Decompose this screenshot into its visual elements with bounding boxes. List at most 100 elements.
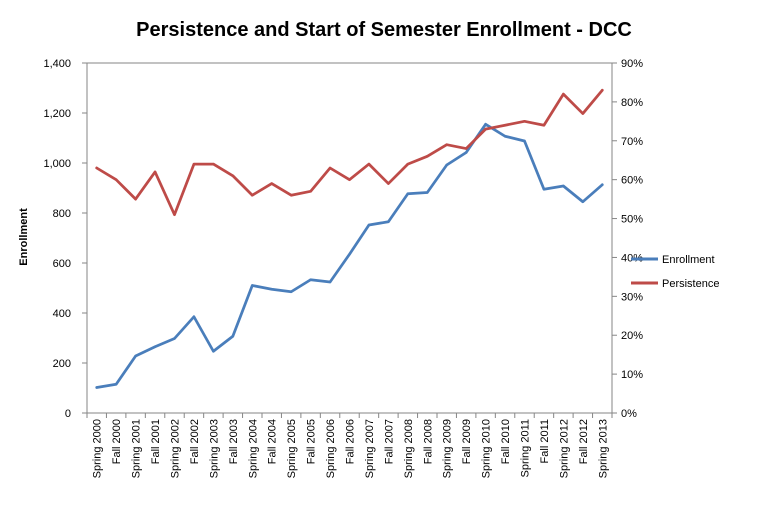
- data-point-persistence: [328, 166, 332, 170]
- data-point-enrollment: [445, 163, 448, 167]
- data-point-persistence: [445, 143, 448, 146]
- data-point-enrollment: [562, 184, 565, 188]
- legend: Enrollment Persistence: [631, 254, 719, 290]
- data-point-enrollment: [581, 200, 585, 203]
- data-point-persistence: [270, 182, 273, 185]
- x-axis-tick-label: Fall 2011: [539, 419, 551, 463]
- x-axis-tick-label: Fall 2009: [461, 419, 473, 464]
- series-line-persistence: [95, 88, 604, 217]
- data-point-persistence: [173, 213, 176, 216]
- data-point-enrollment: [173, 337, 176, 340]
- data-point-persistence: [192, 162, 196, 166]
- data-point-persistence: [426, 155, 429, 158]
- data-point-persistence: [212, 162, 215, 166]
- data-point-persistence: [153, 170, 157, 174]
- right-axis-tick-label: 60%: [621, 175, 643, 187]
- data-point-enrollment: [251, 284, 254, 287]
- plot-border: [86, 62, 613, 414]
- data-point-enrollment: [309, 278, 312, 281]
- left-axis-tick-label: 0: [65, 408, 71, 420]
- data-point-persistence: [114, 178, 118, 181]
- data-point-persistence: [387, 182, 390, 185]
- x-axis-tick-label: Fall 2004: [267, 419, 279, 464]
- x-axis-tick-label: Fall 2008: [422, 419, 434, 464]
- x-axis-tick-label: Fall 2001: [150, 419, 162, 464]
- data-point-enrollment: [367, 223, 371, 227]
- x-axis-tick-label: Fall 2010: [500, 419, 512, 464]
- x-axis-tick-label: Spring 2005: [286, 419, 298, 478]
- right-axis-tick-label: 50%: [621, 214, 643, 226]
- data-point-persistence: [562, 92, 565, 96]
- series-line-enrollment: [95, 122, 604, 389]
- x-axis-tick-label: Spring 2006: [325, 419, 337, 478]
- data-point-enrollment: [270, 288, 273, 291]
- x-axis-tick-label: Fall 2005: [306, 419, 318, 464]
- data-point-persistence: [309, 190, 312, 193]
- data-point-enrollment: [114, 383, 118, 386]
- data-point-enrollment: [95, 386, 98, 389]
- data-point-persistence: [406, 162, 410, 166]
- right-axis-tick-label: 30%: [621, 291, 643, 303]
- data-point-persistence: [289, 194, 293, 197]
- data-point-persistence: [348, 178, 351, 181]
- right-axis-tick-label: 0%: [621, 408, 637, 420]
- right-axis-tick-label: 10%: [621, 369, 643, 381]
- left-axis-tick-label: 200: [53, 358, 71, 370]
- left-axis-tick-label: 1,000: [43, 158, 71, 170]
- data-point-persistence: [251, 194, 254, 197]
- left-axis-tick-label: 600: [53, 258, 71, 270]
- data-point-persistence: [581, 112, 585, 115]
- x-axis-tick-label: Spring 2009: [442, 419, 454, 478]
- x-axis-tick-label: Spring 2000: [92, 419, 104, 478]
- data-point-enrollment: [601, 183, 604, 186]
- data-point-persistence: [484, 127, 487, 131]
- y-axis-label: Enrollment: [18, 208, 30, 266]
- legend-label-enrollment: Enrollment: [662, 254, 715, 266]
- left-axis-tick-label: 1,200: [43, 108, 71, 120]
- right-axis-tick-label: 80%: [621, 97, 643, 109]
- data-point-enrollment: [134, 354, 137, 358]
- data-point-persistence: [523, 120, 526, 123]
- x-axis-tick-label: Spring 2003: [208, 419, 220, 478]
- data-point-persistence: [367, 162, 371, 166]
- right-axis-tick-label: 90%: [621, 58, 643, 70]
- plot-area: 02004006008001,0001,2001,4000%10%20%30%4…: [43, 58, 643, 478]
- data-point-enrollment: [289, 290, 293, 293]
- x-axis-tick-label: Fall 2012: [578, 419, 590, 464]
- data-point-enrollment: [464, 151, 468, 154]
- data-point-enrollment: [387, 220, 390, 223]
- data-point-enrollment: [348, 253, 351, 256]
- x-axis-tick-label: Fall 2007: [383, 419, 395, 464]
- data-point-persistence: [601, 89, 604, 92]
- x-axis-tick-label: Spring 2011: [520, 419, 532, 478]
- x-axis-tick-label: Spring 2013: [597, 419, 609, 478]
- data-point-enrollment: [328, 280, 332, 284]
- data-point-enrollment: [503, 135, 507, 138]
- x-axis-tick-label: Spring 2004: [247, 419, 259, 478]
- x-axis-tick-label: Spring 2008: [403, 419, 415, 478]
- x-axis-tick-label: Fall 2006: [345, 419, 357, 464]
- left-axis-tick-label: 400: [53, 308, 71, 320]
- data-point-enrollment: [192, 315, 196, 318]
- data-point-enrollment: [153, 345, 157, 348]
- chart-title: Persistence and Start of Semester Enroll…: [136, 19, 632, 41]
- data-point-enrollment: [523, 139, 526, 143]
- right-axis-tick-label: 70%: [621, 136, 643, 148]
- data-point-persistence: [503, 124, 507, 127]
- x-axis-tick-label: Spring 2001: [131, 419, 143, 478]
- data-point-enrollment: [426, 191, 429, 194]
- x-axis-tick-label: Spring 2002: [170, 419, 182, 478]
- left-axis-tick-label: 1,400: [43, 58, 71, 70]
- data-point-enrollment: [406, 192, 410, 195]
- data-point-persistence: [134, 197, 137, 201]
- data-point-enrollment: [484, 123, 487, 126]
- data-point-enrollment: [542, 188, 546, 191]
- x-axis-tick-label: Fall 2002: [189, 419, 201, 464]
- data-point-persistence: [464, 147, 468, 150]
- x-axis-tick-label: Spring 2012: [558, 419, 570, 478]
- x-axis-tick-label: Fall 2003: [228, 419, 240, 464]
- data-point-enrollment: [212, 350, 215, 353]
- x-axis-tick-label: Fall 2000: [111, 419, 123, 464]
